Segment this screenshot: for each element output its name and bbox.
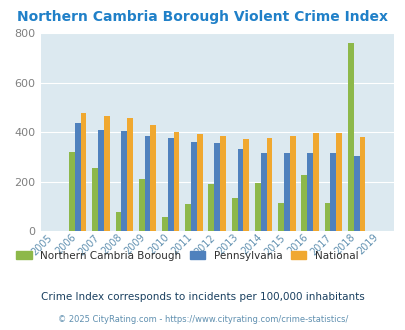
Bar [191, 142, 196, 231]
Bar [260, 153, 266, 231]
Bar [121, 131, 127, 231]
Text: Crime Index corresponds to incidents per 100,000 inhabitants: Crime Index corresponds to incidents per… [41, 292, 364, 302]
Bar [324, 203, 330, 231]
Bar [69, 152, 75, 231]
Bar [237, 149, 243, 231]
Bar [220, 136, 225, 231]
Bar [231, 198, 237, 231]
Bar [185, 204, 191, 231]
Bar [162, 217, 167, 231]
Text: Northern Cambria Borough Violent Crime Index: Northern Cambria Borough Violent Crime I… [17, 10, 388, 24]
Bar [144, 136, 150, 231]
Bar [347, 43, 353, 231]
Bar [104, 116, 109, 231]
Bar [208, 184, 214, 231]
Bar [353, 155, 359, 231]
Legend: Northern Cambria Borough, Pennsylvania, National: Northern Cambria Borough, Pennsylvania, … [13, 248, 360, 264]
Bar [335, 133, 341, 231]
Bar [75, 123, 81, 231]
Bar [301, 175, 307, 231]
Bar [115, 213, 121, 231]
Bar [81, 114, 86, 231]
Bar [289, 136, 295, 231]
Bar [214, 143, 220, 231]
Bar [266, 138, 272, 231]
Bar [307, 153, 312, 231]
Bar [277, 203, 284, 231]
Bar [196, 135, 202, 231]
Bar [150, 125, 156, 231]
Bar [254, 183, 260, 231]
Bar [312, 133, 318, 231]
Bar [98, 130, 104, 231]
Bar [127, 118, 133, 231]
Bar [284, 153, 289, 231]
Bar [243, 139, 249, 231]
Bar [92, 168, 98, 231]
Bar [359, 137, 364, 231]
Bar [330, 153, 335, 231]
Bar [139, 179, 144, 231]
Bar [173, 132, 179, 231]
Text: © 2025 CityRating.com - https://www.cityrating.com/crime-statistics/: © 2025 CityRating.com - https://www.city… [58, 315, 347, 324]
Bar [167, 138, 173, 231]
